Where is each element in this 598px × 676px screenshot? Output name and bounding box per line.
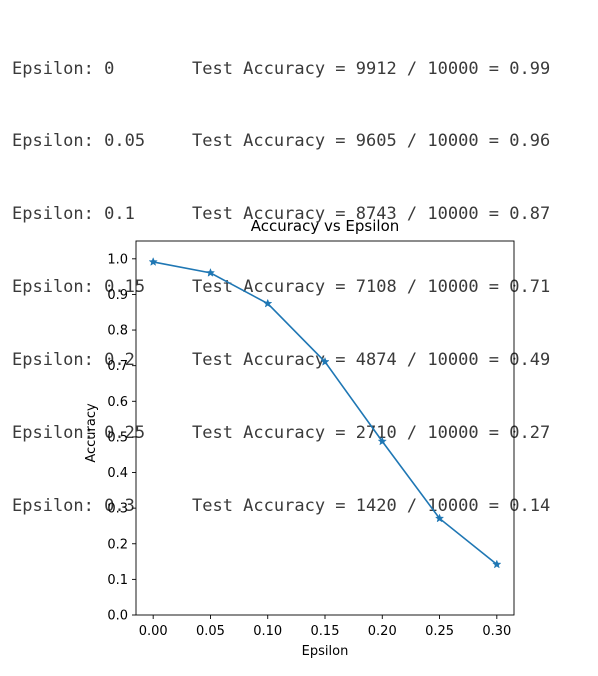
- y-tick-label: 0.3: [107, 502, 128, 517]
- x-tick-label: 0.10: [253, 624, 282, 639]
- log-line: Epsilon: 0.1 Test Accuracy = 8743 / 10000…: [12, 202, 550, 226]
- log-result: Test Accuracy = 8743 / 10000 = 0.87: [192, 204, 551, 225]
- data-point: [377, 436, 387, 446]
- log-epsilon: Epsilon: 0.15: [12, 277, 146, 298]
- output-log: Epsilon: 0 Test Accuracy = 9912 / 10000 =…: [12, 8, 550, 543]
- y-tick-label: 0.9: [107, 288, 128, 303]
- y-tick-label: 0.8: [107, 324, 128, 339]
- x-tick-label: 0.00: [139, 624, 168, 639]
- accuracy-chart: Accuracy vs Epsilon 0.0 0.1 0.2 0.3 0.4 0.5 0.…: [0, 205, 598, 671]
- y-tick-label: 0.5: [107, 430, 128, 445]
- x-axis-label: Epsilon: [302, 644, 349, 659]
- log-result: Test Accuracy = 7108 / 10000 = 0.71: [192, 277, 551, 298]
- log-epsilon: Epsilon: 0.3: [12, 495, 135, 516]
- y-tick-label: 0.7: [107, 359, 128, 374]
- y-tick-label: 0.0: [107, 609, 128, 624]
- data-point: [320, 356, 330, 366]
- x-tick-label: 0.15: [311, 624, 340, 639]
- log-result: Test Accuracy = 9912 / 10000 = 0.99: [192, 58, 551, 79]
- log-line: Epsilon: 0.3 Test Accuracy = 1420 / 10000…: [12, 494, 550, 518]
- y-tick-label: 0.6: [107, 395, 128, 410]
- log-epsilon: Epsilon: 0: [12, 58, 115, 79]
- data-point: [434, 513, 445, 523]
- chart-title: Accuracy vs Epsilon: [251, 217, 400, 235]
- log-line: Epsilon: 0.2 Test Accuracy = 4874 / 10000…: [12, 348, 550, 372]
- chart-svg: Accuracy vs Epsilon 0.00.10.20.30.40.50.…: [84, 217, 515, 659]
- log-line: Epsilon: 0.15 Test Accuracy = 7108 / 1000…: [12, 275, 550, 299]
- plot-area: 0.0 0.1 0.2 0.3 0.4 0.5 0.6 0.7 0.8 0.9 1.0 0.00 0.0…: [107, 240, 515, 639]
- y-tick-label: 0.4: [107, 466, 128, 481]
- log-epsilon: Epsilon: 0.25: [12, 423, 146, 444]
- data-point: [492, 559, 502, 569]
- series-line: [153, 261, 498, 566]
- log-line: Epsilon: 0 Test Accuracy = 9912 / 10000 =…: [12, 57, 550, 81]
- x-tick-label: 0.20: [368, 624, 397, 639]
- data-point: [263, 298, 273, 308]
- x-tick-label: 0.30: [482, 624, 511, 639]
- y-axis-label: Accuracy: [84, 403, 99, 463]
- log-epsilon: Epsilon: 0.1: [12, 204, 135, 225]
- log-result: Test Accuracy = 2710 / 10000 = 0.27: [192, 423, 551, 444]
- log-result: Test Accuracy = 9605 / 10000 = 0.96: [192, 131, 551, 152]
- log-line: Epsilon: 0.05 Test Accuracy = 9605 / 1000…: [12, 129, 550, 153]
- log-epsilon: Epsilon: 0.05: [12, 131, 146, 152]
- log-result: Test Accuracy = 4874 / 10000 = 0.49: [192, 350, 551, 371]
- plot-frame: [135, 240, 515, 616]
- log-epsilon: Epsilon: 0.2: [12, 350, 135, 371]
- y-tick-label: 1.0: [107, 252, 128, 267]
- y-tick-label: 0.2: [107, 537, 128, 552]
- x-tick-label: 0.25: [425, 624, 454, 639]
- log-result: Test Accuracy = 1420 / 10000 = 0.14: [192, 495, 551, 516]
- data-point: [148, 257, 158, 266]
- y-tick-label: 0.1: [107, 573, 128, 588]
- data-point: [205, 267, 216, 277]
- x-tick-label: 0.05: [196, 624, 225, 639]
- log-line: Epsilon: 0.25 Test Accuracy = 2710 / 1000…: [12, 421, 550, 445]
